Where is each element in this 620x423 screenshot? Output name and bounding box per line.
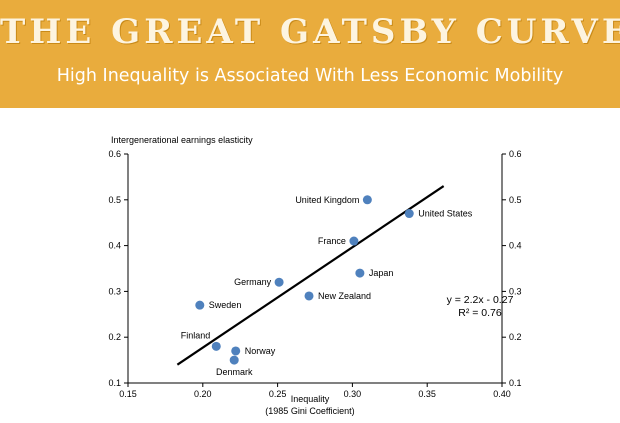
y-tick-label: 0.4: [108, 241, 121, 251]
y-tick-label-right: 0.1: [509, 378, 522, 388]
x-tick-label: 0.30: [344, 389, 362, 399]
data-point-denmark: [229, 355, 239, 365]
title-banner: The Great Gatsby Curve High Inequality i…: [0, 0, 620, 108]
point-label-united-states: United States: [418, 209, 473, 219]
point-label-sweden: Sweden: [209, 300, 242, 310]
banner-subtitle: High Inequality is Associated With Less …: [56, 66, 564, 86]
y-tick-label-right: 0.2: [509, 332, 522, 342]
trend-line: [176, 185, 445, 366]
x-tick-label: 0.20: [194, 389, 212, 399]
data-point-new-zealand: [304, 291, 314, 301]
point-label-germany: Germany: [234, 277, 272, 287]
x-tick-label: 0.35: [418, 389, 436, 399]
y-tick-label-right: 0.6: [509, 149, 522, 159]
data-point-united-kingdom: [362, 195, 372, 205]
x-axis-sublabel: (1985 Gini Coefficient): [265, 406, 354, 416]
data-point-france: [349, 236, 359, 246]
data-point-norway: [231, 346, 241, 356]
y-tick-label: 0.1: [108, 378, 121, 388]
data-point-united-states: [404, 209, 414, 219]
y-tick-label: 0.5: [108, 195, 121, 205]
banner-title: The Great Gatsby Curve: [0, 12, 620, 52]
y-tick-label-right: 0.5: [509, 195, 522, 205]
equation-annotation: y = 2.2x - 0.27: [447, 294, 514, 306]
point-label-finland: Finland: [181, 330, 211, 340]
r-squared-annotation: R² = 0.76: [458, 307, 502, 319]
y-tick-label-right: 0.4: [509, 241, 522, 251]
data-point-germany: [274, 277, 284, 287]
scatter-chart: Intergenerational earnings elasticity In…: [108, 135, 522, 416]
point-label-france: France: [318, 236, 346, 246]
x-tick-label: 0.40: [493, 389, 511, 399]
point-label-norway: Norway: [245, 346, 276, 356]
point-label-japan: Japan: [369, 268, 394, 278]
x-tick-label: 0.15: [119, 389, 137, 399]
data-point-finland: [211, 341, 221, 351]
point-label-denmark: Denmark: [216, 367, 253, 377]
y-tick-label: 0.3: [108, 286, 121, 296]
data-point-japan: [355, 268, 365, 278]
y-tick-label: 0.6: [108, 149, 121, 159]
point-label-united-kingdom: United Kingdom: [295, 195, 359, 205]
x-tick-label: 0.25: [269, 389, 287, 399]
point-label-new-zealand: New Zealand: [318, 291, 371, 301]
y-tick-label-right: 0.3: [509, 286, 522, 296]
data-point-sweden: [195, 300, 205, 310]
x-axis-label: Inequality: [291, 394, 330, 404]
y-tick-label: 0.2: [108, 332, 121, 342]
y-axis-label: Intergenerational earnings elasticity: [111, 135, 253, 145]
